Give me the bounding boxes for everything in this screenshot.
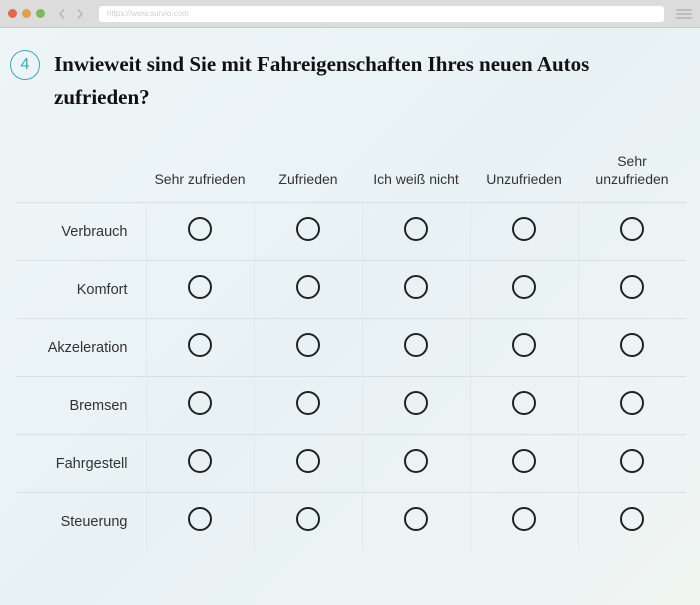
minimize-window-icon[interactable] <box>22 9 31 18</box>
radio-option[interactable] <box>188 217 212 241</box>
matrix-cell <box>578 319 686 377</box>
radio-option[interactable] <box>404 391 428 415</box>
radio-option[interactable] <box>188 333 212 357</box>
column-header: Ich weiß nicht <box>362 145 470 203</box>
radio-option[interactable] <box>620 507 644 531</box>
forward-icon[interactable] <box>73 7 87 21</box>
radio-option[interactable] <box>188 449 212 473</box>
matrix-cell <box>254 261 362 319</box>
radio-option[interactable] <box>512 391 536 415</box>
column-header: Zufrieden <box>254 145 362 203</box>
window-controls <box>8 9 45 18</box>
matrix-cell <box>254 319 362 377</box>
question-number-badge: 4 <box>10 50 40 80</box>
matrix-row: Steuerung <box>16 493 686 551</box>
matrix-cell <box>578 435 686 493</box>
maximize-window-icon[interactable] <box>36 9 45 18</box>
matrix-cell <box>470 435 578 493</box>
matrix-cell <box>146 493 254 551</box>
nav-arrows <box>55 7 87 21</box>
radio-option[interactable] <box>620 333 644 357</box>
matrix-row: Komfort <box>16 261 686 319</box>
radio-option[interactable] <box>512 217 536 241</box>
row-label: Fahrgestell <box>16 435 146 493</box>
matrix-cell <box>578 377 686 435</box>
radio-option[interactable] <box>404 275 428 299</box>
radio-option[interactable] <box>620 391 644 415</box>
matrix-cell <box>578 493 686 551</box>
matrix-cell <box>254 203 362 261</box>
browser-chrome: https://www.survio.com <box>0 0 700 28</box>
matrix-cell <box>578 203 686 261</box>
row-label: Verbrauch <box>16 203 146 261</box>
question-header: 4 Inwieweit sind Sie mit Fahreigenschaft… <box>10 48 682 113</box>
back-icon[interactable] <box>55 7 69 21</box>
column-header: Sehr zufrieden <box>146 145 254 203</box>
column-header: Unzufrieden <box>470 145 578 203</box>
radio-option[interactable] <box>404 333 428 357</box>
matrix-cell <box>362 377 470 435</box>
radio-option[interactable] <box>188 275 212 299</box>
radio-option[interactable] <box>404 217 428 241</box>
column-header: Sehr unzufrieden <box>578 145 686 203</box>
matrix-cell <box>146 377 254 435</box>
radio-option[interactable] <box>296 333 320 357</box>
radio-option[interactable] <box>188 507 212 531</box>
matrix-row: Verbrauch <box>16 203 686 261</box>
survey-page: 4 Inwieweit sind Sie mit Fahreigenschaft… <box>0 28 700 550</box>
radio-option[interactable] <box>620 217 644 241</box>
matrix-header-row: Sehr zufrieden Zufrieden Ich weiß nicht … <box>16 145 686 203</box>
url-bar[interactable]: https://www.survio.com <box>99 6 664 22</box>
matrix-cell <box>254 435 362 493</box>
row-label: Komfort <box>16 261 146 319</box>
matrix-cell <box>470 377 578 435</box>
matrix-cell <box>470 261 578 319</box>
radio-option[interactable] <box>512 449 536 473</box>
radio-option[interactable] <box>620 449 644 473</box>
row-label: Steuerung <box>16 493 146 551</box>
radio-option[interactable] <box>188 391 212 415</box>
matrix-cell <box>578 261 686 319</box>
matrix-row: Akzeleration <box>16 319 686 377</box>
matrix-cell <box>362 493 470 551</box>
matrix-cell <box>362 261 470 319</box>
matrix-cell <box>362 435 470 493</box>
radio-option[interactable] <box>296 391 320 415</box>
matrix-cell <box>254 493 362 551</box>
matrix-cell <box>146 319 254 377</box>
close-window-icon[interactable] <box>8 9 17 18</box>
radio-option[interactable] <box>404 507 428 531</box>
matrix-cell <box>470 319 578 377</box>
radio-option[interactable] <box>620 275 644 299</box>
matrix-cell <box>470 203 578 261</box>
question-number: 4 <box>21 56 30 74</box>
radio-option[interactable] <box>512 507 536 531</box>
matrix-cell <box>146 435 254 493</box>
matrix-table: Sehr zufrieden Zufrieden Ich weiß nicht … <box>16 145 686 550</box>
row-label: Akzeleration <box>16 319 146 377</box>
radio-option[interactable] <box>296 507 320 531</box>
hamburger-menu-icon[interactable] <box>676 6 692 22</box>
matrix-cell <box>146 261 254 319</box>
matrix-cell <box>254 377 362 435</box>
matrix-question: Sehr zufrieden Zufrieden Ich weiß nicht … <box>16 145 682 550</box>
row-label: Bremsen <box>16 377 146 435</box>
matrix-row: Fahrgestell <box>16 435 686 493</box>
matrix-cell <box>362 319 470 377</box>
matrix-cell <box>362 203 470 261</box>
radio-option[interactable] <box>512 333 536 357</box>
matrix-cell <box>146 203 254 261</box>
radio-option[interactable] <box>296 449 320 473</box>
radio-option[interactable] <box>296 275 320 299</box>
matrix-cell <box>470 493 578 551</box>
url-text: https://www.survio.com <box>107 9 189 18</box>
radio-option[interactable] <box>404 449 428 473</box>
question-text: Inwieweit sind Sie mit Fahreigenschaften… <box>54 48 682 113</box>
radio-option[interactable] <box>512 275 536 299</box>
radio-option[interactable] <box>296 217 320 241</box>
matrix-row: Bremsen <box>16 377 686 435</box>
